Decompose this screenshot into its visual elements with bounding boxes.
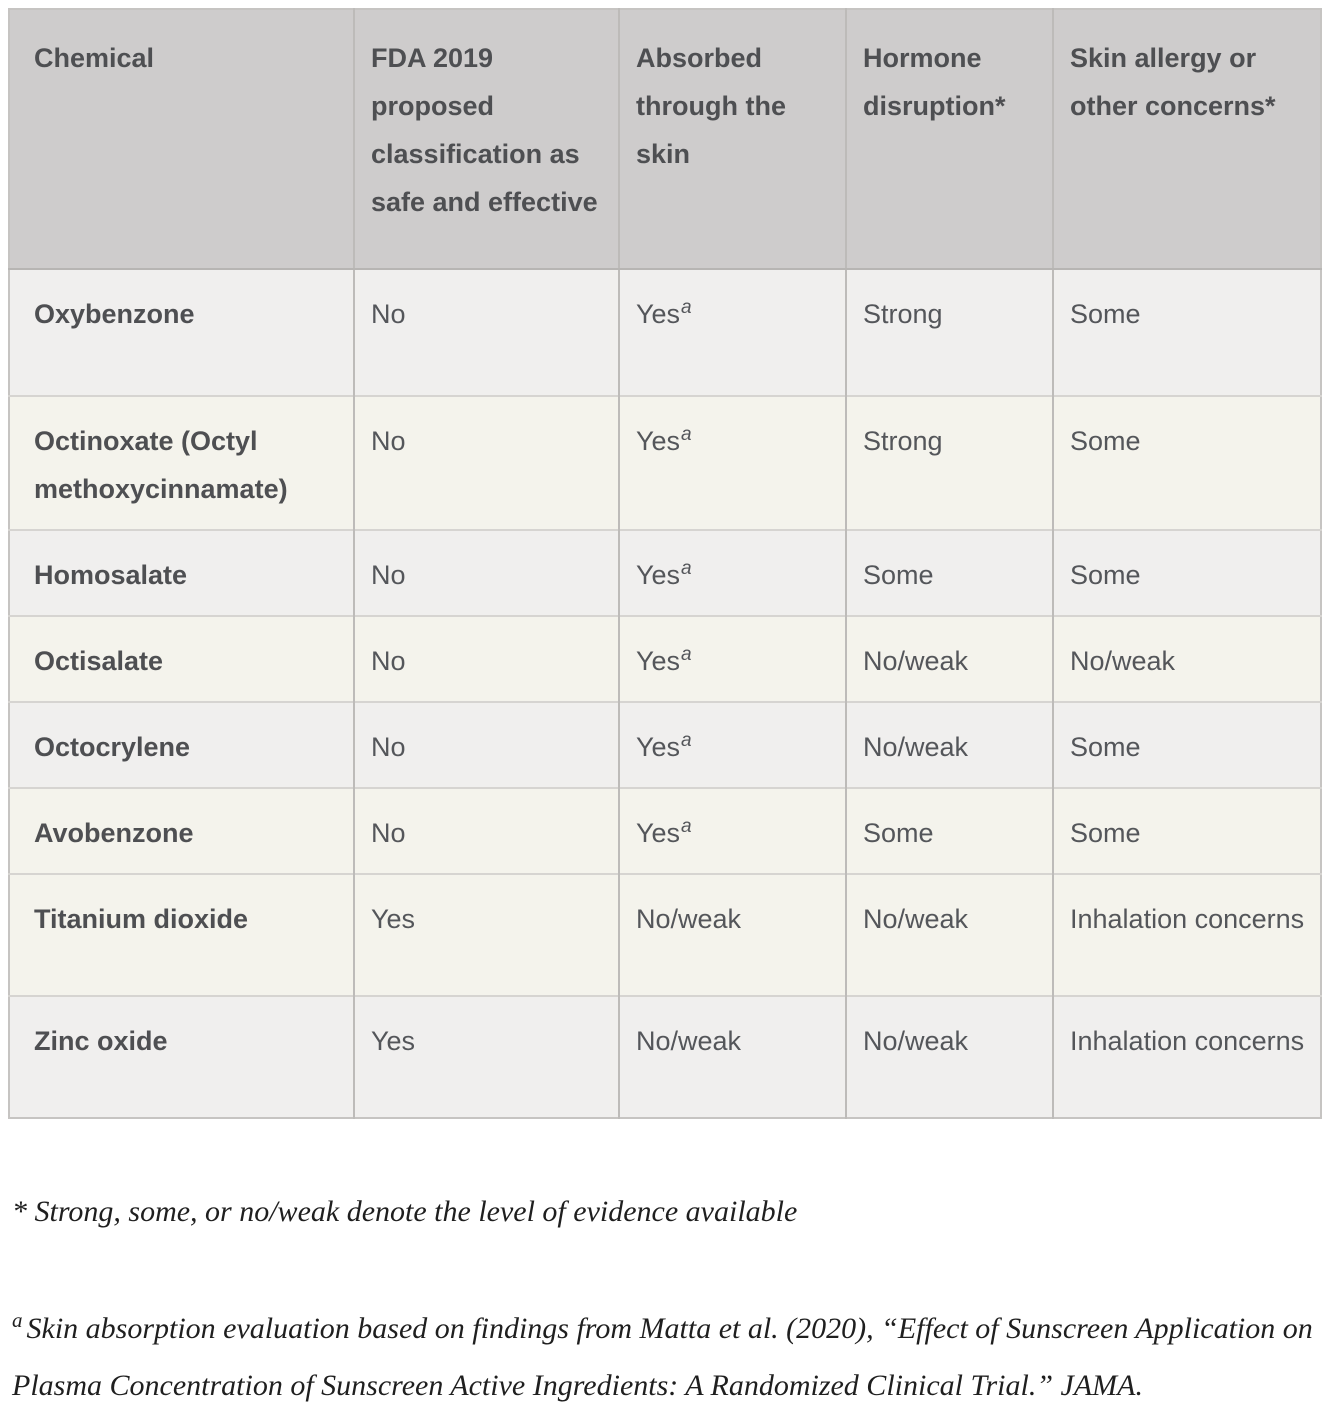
cell-hormone: Strong (845, 395, 1053, 530)
footnote-reference: a (681, 424, 692, 445)
footnote-evidence: * Strong, some, or no/weak denote the le… (12, 1195, 798, 1228)
cell-fda: Yes (353, 995, 619, 1118)
cell-absorbed: Yesa (618, 395, 846, 530)
column-header-skin-allergy: Skin allergy or other concerns* (1052, 9, 1321, 270)
cell-hormone: Some (845, 787, 1053, 874)
header-row: Chemical FDA 2019 proposed classificatio… (9, 9, 1321, 270)
footnote-reference: a (681, 644, 692, 665)
cell-hormone: No/weak (845, 615, 1053, 702)
cell-skin: Some (1052, 395, 1321, 530)
cell-fda: No (353, 395, 619, 530)
cell-fda: No (353, 787, 619, 874)
footnote-absorption-text: Skin absorption evaluation based on find… (12, 1312, 1313, 1402)
cell-absorbed: No/weak (618, 995, 846, 1118)
column-header-fda-classification: FDA 2019 proposed classification as safe… (353, 9, 619, 270)
cell-fda: No (353, 269, 619, 396)
cell-skin: Some (1052, 787, 1321, 874)
cell-chemical: Oxybenzone (9, 269, 354, 396)
cell-hormone: Some (845, 529, 1053, 616)
cell-skin: Inhalation concerns (1052, 995, 1321, 1118)
cell-skin: Some (1052, 269, 1321, 396)
cell-absorbed: Yesa (618, 269, 846, 396)
cell-chemical: Zinc oxide (9, 995, 354, 1118)
footnote-reference: a (681, 558, 692, 579)
cell-chemical: Octocrylene (9, 701, 354, 788)
cell-fda: No (353, 615, 619, 702)
table-row: Zinc oxide Yes No/weak No/weak Inhalation co… (9, 995, 1321, 1118)
table-body: Oxybenzone No Yesa Strong Some Octinoxate (Oc… (9, 269, 1321, 1118)
cell-hormone: Strong (845, 269, 1053, 396)
cell-chemical: Avobenzone (9, 787, 354, 874)
footnote-reference: a (681, 816, 692, 837)
table-row: Octisalate No Yesa No/weak No/weak (9, 615, 1321, 702)
table-row: Avobenzone No Yesa Some Some (9, 787, 1321, 874)
cell-skin: No/weak (1052, 615, 1321, 702)
table-header: Chemical FDA 2019 proposed classificatio… (9, 9, 1321, 270)
cell-fda: Yes (353, 873, 619, 996)
sunscreen-chemicals-table: Chemical FDA 2019 proposed classificatio… (8, 8, 1322, 1119)
cell-skin: Some (1052, 701, 1321, 788)
cell-chemical: Titanium dioxide (9, 873, 354, 996)
table-row: Homosalate No Yesa Some Some (9, 529, 1321, 616)
cell-chemical: Octinoxate (Octyl methoxycinnamate) (9, 395, 354, 530)
cell-absorbed: Yesa (618, 529, 846, 616)
table-row: Octocrylene No Yesa No/weak Some (9, 701, 1321, 788)
cell-absorbed: No/weak (618, 873, 846, 996)
cell-chemical: Homosalate (9, 529, 354, 616)
table-row: Oxybenzone No Yesa Strong Some (9, 269, 1321, 396)
cell-hormone: No/weak (845, 701, 1053, 788)
cell-skin: Some (1052, 529, 1321, 616)
footnote-reference: a (681, 297, 692, 318)
footnote-absorption: a Skin absorption evaluation based on fin… (12, 1300, 1320, 1414)
cell-skin: Inhalation concerns (1052, 873, 1321, 996)
cell-hormone: No/weak (845, 995, 1053, 1118)
table-row: Titanium dioxide Yes No/weak No/weak Inhalat… (9, 873, 1321, 996)
cell-absorbed: Yesa (618, 701, 846, 788)
footnotes: * Strong, some, or no/weak denote the le… (8, 1183, 1320, 1414)
cell-hormone: No/weak (845, 873, 1053, 996)
column-header-absorbed: Absorbed through the skin (618, 9, 846, 270)
table-row: Octinoxate (Octyl methoxycinnamate) No Yes… (9, 395, 1321, 530)
cell-absorbed: Yesa (618, 787, 846, 874)
cell-fda: No (353, 701, 619, 788)
cell-absorbed: Yesa (618, 615, 846, 702)
footnote-absorption-marker: a (12, 1308, 23, 1332)
cell-chemical: Octisalate (9, 615, 354, 702)
footnote-reference: a (681, 730, 692, 751)
cell-fda: No (353, 529, 619, 616)
column-header-hormone-disruption: Hormone disruption* (845, 9, 1053, 270)
column-header-chemical: Chemical (9, 9, 354, 270)
